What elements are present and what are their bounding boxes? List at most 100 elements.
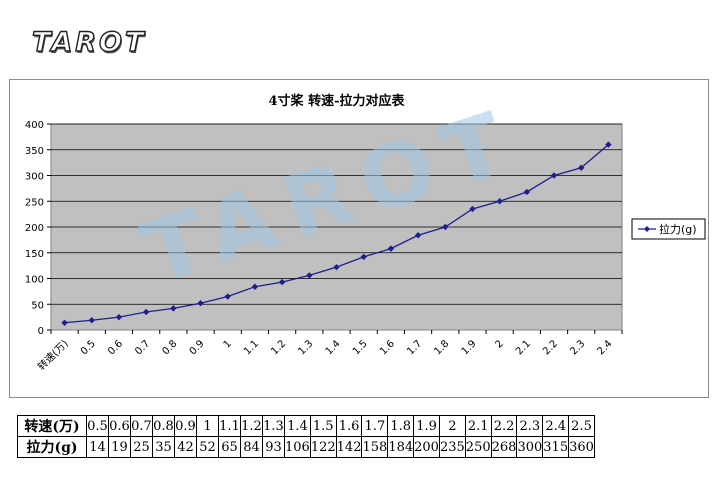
thrust-cell: 268 — [490, 436, 518, 458]
y-tick-label: 400 — [25, 120, 44, 131]
x-tick-label: 1.6 — [378, 338, 397, 357]
thrust-cell: 235 — [438, 436, 466, 458]
thrust-cell: 300 — [516, 436, 544, 458]
x-tick-label: 1.7 — [405, 338, 424, 357]
data-point — [170, 305, 177, 312]
data-point — [605, 141, 612, 148]
data-point — [578, 164, 585, 171]
speed-cell: 2.5 — [568, 415, 595, 437]
data-point — [224, 293, 231, 300]
data-point — [251, 283, 259, 290]
x-tick-label: 0.9 — [188, 338, 207, 357]
speed-cell: 2.1 — [464, 415, 492, 437]
y-tick-label: 300 — [25, 172, 44, 183]
data-point — [387, 245, 395, 252]
data-point — [115, 313, 123, 321]
x-tick-label: 2.2 — [541, 338, 560, 357]
speed-cell: 0.6 — [108, 415, 131, 437]
speed-cell: 1.8 — [387, 415, 415, 437]
thrust-cell: 158 — [361, 436, 389, 458]
thrust-cell: 200 — [413, 436, 440, 458]
thrust-cell: 14 — [86, 436, 109, 458]
x-tick-label: 2.4 — [596, 338, 615, 357]
chart-container: 4寸桨 转速-拉力对应表 0 50 100 150 200 250 300 350 400 转速(万… — [9, 79, 709, 398]
speed-cell: 2.3 — [516, 415, 544, 437]
x-tick-label: 1.8 — [432, 338, 451, 357]
y-tick-label: 150 — [25, 249, 44, 260]
speed-cell: 2.2 — [490, 415, 518, 437]
thrust-cell: 42 — [174, 436, 197, 458]
speed-cell: 1 — [196, 415, 219, 437]
speed-cell: 0.9 — [174, 415, 197, 437]
thrust-cell: 25 — [130, 436, 153, 458]
speed-cell: 2.4 — [542, 415, 570, 437]
speed-cell: 1.5 — [309, 415, 337, 437]
data-point — [197, 300, 204, 307]
data-table: 转速(万) 0.5 0.6 0.7 0.8 0.9 1 1.1 1.2 1.3 1.4 1.5 1.6… — [17, 415, 595, 458]
x-tick-label: 2.3 — [568, 338, 587, 357]
speed-cell: 1.7 — [361, 415, 389, 437]
speed-cell: 1.9 — [413, 415, 440, 437]
thrust-cell: 360 — [568, 436, 595, 458]
y-tick-label: 0 — [38, 326, 44, 337]
speed-row: 转速(万) 0.5 0.6 0.7 0.8 0.9 1 1.1 1.2 1.3 1.4 1.5 1.6… — [17, 415, 595, 437]
x-tick-label: 1.3 — [296, 338, 315, 357]
tarot-logo: TAROT — [31, 26, 147, 58]
x-tick-label: 转速(万) — [35, 337, 71, 373]
y-tick-label: 200 — [25, 223, 44, 234]
thrust-cell: 35 — [152, 436, 175, 458]
thrust-cell: 19 — [108, 436, 131, 458]
data-point — [142, 308, 150, 316]
speed-cell: 0.7 — [130, 415, 153, 437]
speed-cell: 0.5 — [86, 415, 109, 437]
thrust-cell: 106 — [284, 436, 311, 458]
x-tick-label: 1.5 — [351, 338, 370, 357]
thrust-cell: 184 — [387, 436, 415, 458]
x-tick-label: 1.4 — [324, 338, 343, 357]
x-tick-label: 0.5 — [79, 338, 98, 357]
data-point — [550, 172, 558, 179]
thrust-cell: 52 — [196, 436, 219, 458]
y-tick-label: 100 — [25, 275, 44, 286]
data-point — [442, 223, 449, 231]
x-tick-label: 1.9 — [460, 338, 479, 357]
thrust-cell: 142 — [335, 436, 363, 458]
data-point — [414, 232, 422, 239]
speed-row-header: 转速(万) — [17, 415, 87, 437]
legend-marker — [644, 226, 650, 232]
y-tick-label: 250 — [25, 197, 44, 208]
speed-cell: 1.3 — [262, 415, 285, 437]
x-tick-label: 0.6 — [106, 338, 125, 357]
thrust-row: 拉力(g) 14 19 25 35 42 52 65 84 93 106 122 142 158 184 2… — [17, 436, 595, 458]
speed-cell: 2 — [438, 415, 466, 437]
x-tick-label: 0.8 — [160, 338, 179, 357]
data-point — [360, 253, 367, 261]
speed-cell: 1.1 — [218, 415, 241, 437]
thrust-cell: 84 — [240, 436, 263, 458]
y-tick-label: 50 — [31, 300, 44, 311]
thrust-cell: 315 — [542, 436, 570, 458]
legend-box — [631, 218, 706, 240]
x-tick-label: 2 — [493, 338, 505, 350]
line-chart: 4寸桨 转速-拉力对应表 0 50 100 150 200 250 300 350 400 转速(万… — [25, 90, 706, 373]
data-point — [278, 278, 286, 286]
chart-title: 4寸桨 转速-拉力对应表 — [269, 93, 406, 109]
data-point — [469, 205, 476, 213]
thrust-row-header: 拉力(g) — [17, 436, 87, 458]
data-point — [333, 263, 340, 271]
x-tick-label: 1.2 — [269, 338, 288, 357]
x-tick-label: 0.7 — [133, 338, 152, 357]
data-point — [523, 188, 531, 196]
speed-cell: 1.6 — [335, 415, 363, 437]
x-tick-label: 2.1 — [514, 338, 533, 357]
x-tick-label: 1.1 — [242, 338, 261, 357]
thrust-cell: 93 — [262, 436, 285, 458]
thrust-cell: 122 — [309, 436, 337, 458]
thrust-cell: 65 — [218, 436, 241, 458]
data-point — [61, 319, 68, 326]
speed-cell: 1.2 — [240, 415, 263, 437]
x-tick-label: 1 — [222, 338, 234, 350]
y-tick-label: 350 — [25, 146, 44, 157]
speed-cell: 0.8 — [152, 415, 175, 437]
thrust-cell: 250 — [464, 436, 492, 458]
